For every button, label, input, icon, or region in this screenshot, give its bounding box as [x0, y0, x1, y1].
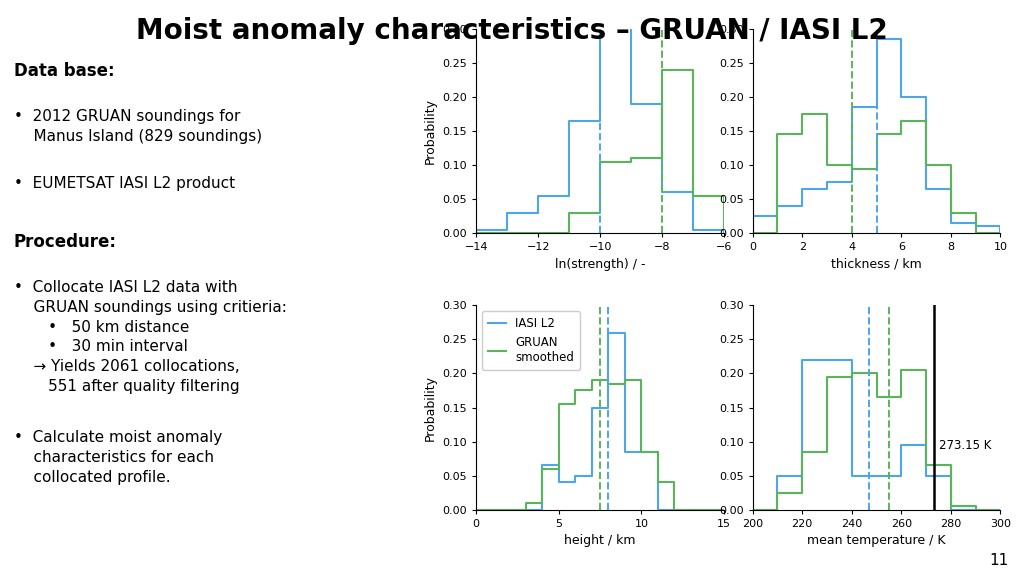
X-axis label: ln(strength) / -: ln(strength) / - [555, 258, 645, 271]
X-axis label: thickness / km: thickness / km [831, 258, 922, 271]
Text: •  Calculate moist anomaly
    characteristics for each
    collocated profile.: • Calculate moist anomaly characteristic… [14, 430, 222, 485]
X-axis label: height / km: height / km [564, 535, 636, 547]
X-axis label: mean temperature / K: mean temperature / K [807, 535, 946, 547]
Text: Data base:: Data base: [14, 62, 115, 80]
Text: 273.15 K: 273.15 K [939, 438, 991, 452]
Y-axis label: Probability: Probability [424, 98, 437, 164]
Text: 11: 11 [989, 552, 1009, 568]
Text: •  EUMETSAT IASI L2 product: • EUMETSAT IASI L2 product [14, 176, 236, 191]
Y-axis label: Probability: Probability [424, 374, 437, 441]
Legend: IASI L2, GRUAN
smoothed: IASI L2, GRUAN smoothed [482, 311, 580, 370]
Text: •  Collocate IASI L2 data with
    GRUAN soundings using critieria:
       •   5: • Collocate IASI L2 data with GRUAN soun… [14, 280, 287, 394]
Text: •  2012 GRUAN soundings for
    Manus Island (829 soundings): • 2012 GRUAN soundings for Manus Island … [14, 109, 262, 143]
Text: Procedure:: Procedure: [14, 233, 117, 251]
Text: Moist anomaly characteristics – GRUAN / IASI L2: Moist anomaly characteristics – GRUAN / … [136, 17, 888, 46]
